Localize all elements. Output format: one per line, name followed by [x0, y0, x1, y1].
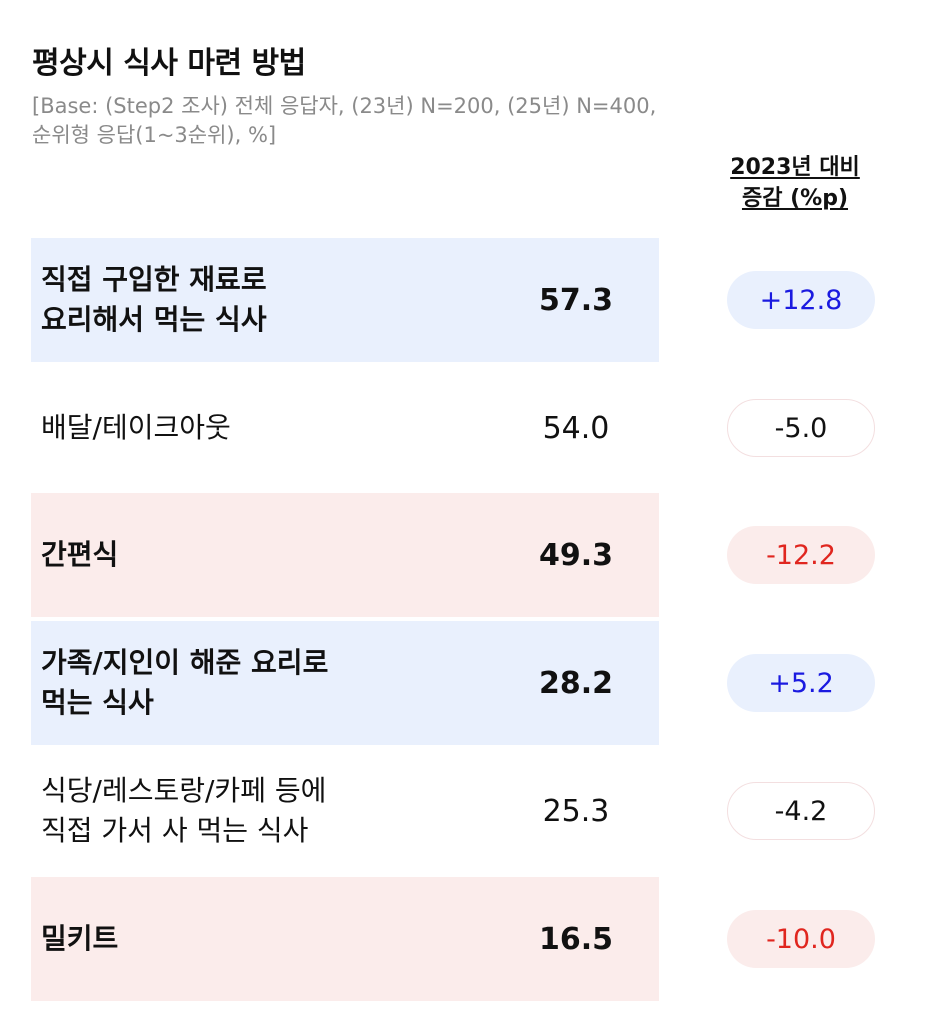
row-label: 식당/레스토랑/카페 등에 직접 가서 사 먹는 식사: [41, 774, 327, 847]
change-badge: +12.8: [727, 271, 875, 329]
change-header-line2: 증감 (%p): [741, 186, 849, 211]
table-row: 밀키트 16.5: [31, 877, 659, 1001]
change-badge: -4.2: [727, 782, 875, 840]
row-value: 16.5: [538, 921, 614, 957]
chart-subtitle: [Base: (Step2 조사) 전체 응답자, (23년) N=200, (…: [32, 94, 657, 147]
row-label: 배달/테이크아웃: [41, 411, 231, 444]
table-row: 직접 구입한 재료로 요리해서 먹는 식사 57.3: [31, 238, 659, 362]
change-badge: +5.2: [727, 654, 875, 712]
change-header-line1: 2023년 대비: [730, 155, 860, 180]
row-label: 간편식: [41, 538, 119, 571]
row-value: 57.3: [538, 282, 614, 318]
change-badge: -12.2: [727, 526, 875, 584]
row-label: 가족/지인이 해준 요리로 먹는 식사: [41, 646, 329, 719]
table-row: 배달/테이크아웃 54.0: [31, 366, 659, 490]
row-value: 54.0: [542, 410, 610, 446]
row-label: 직접 구입한 재료로 요리해서 먹는 식사: [41, 263, 267, 336]
row-value: 25.3: [542, 793, 610, 829]
row-label: 밀키트: [41, 922, 119, 955]
change-column-header: 2023년 대비 증감 (%p): [700, 152, 890, 214]
change-badge: -10.0: [727, 910, 875, 968]
chart-title: 평상시 식사 마련 방법: [32, 46, 306, 81]
table-row: 간편식 49.3: [31, 493, 659, 617]
table-row: 식당/레스토랑/카페 등에 직접 가서 사 먹는 식사 25.3: [31, 749, 659, 873]
change-badge: -5.0: [727, 399, 875, 457]
row-value: 49.3: [538, 537, 614, 573]
row-value: 28.2: [538, 665, 614, 701]
table-row: 가족/지인이 해준 요리로 먹는 식사 28.2: [31, 621, 659, 745]
